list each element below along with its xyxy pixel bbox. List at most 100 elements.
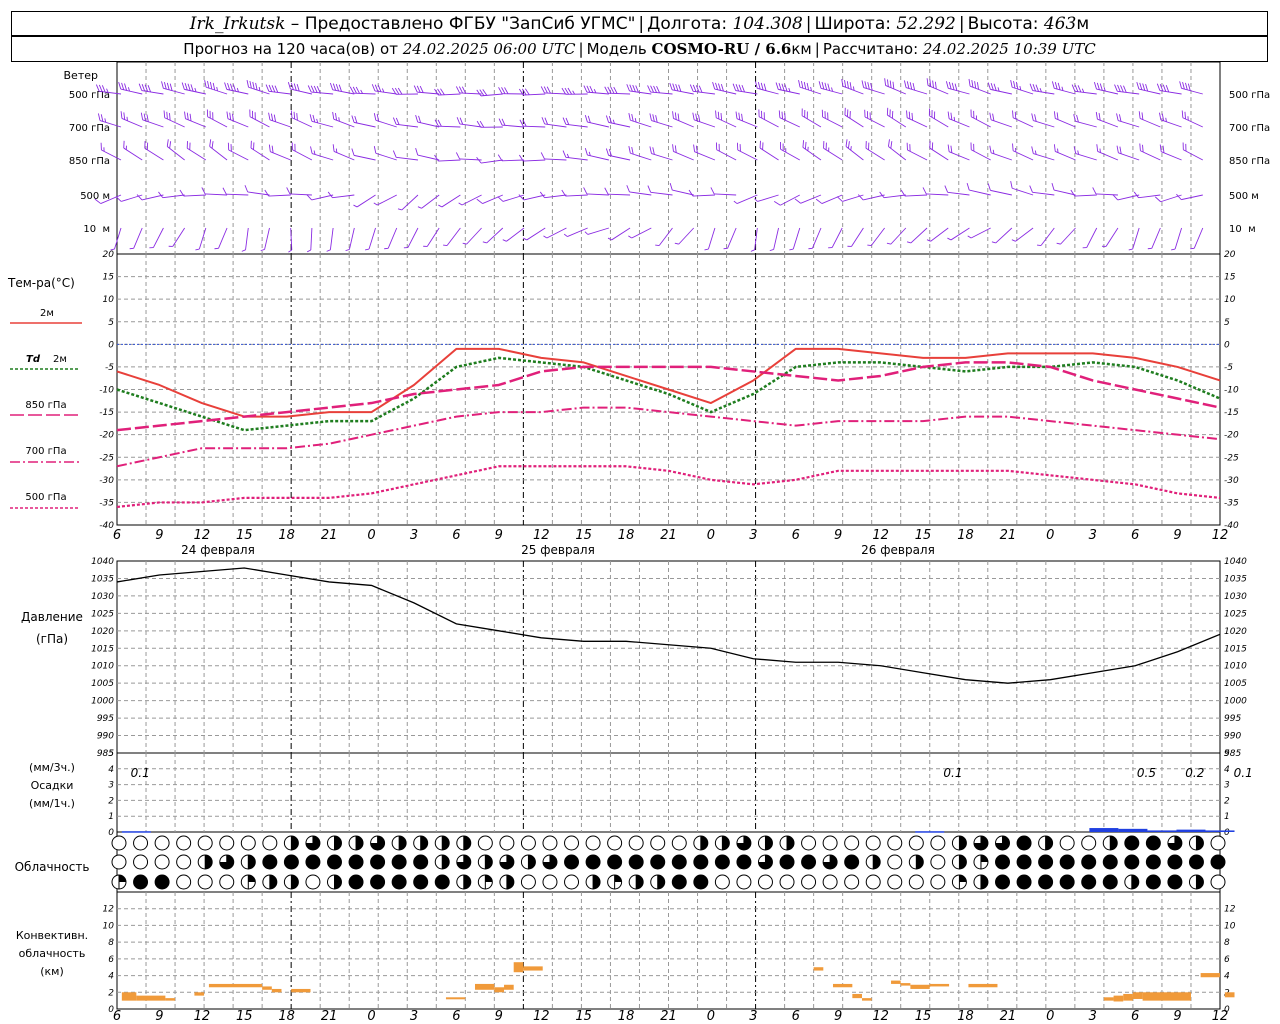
wind-barb	[244, 185, 270, 196]
cloud-symbol	[607, 854, 623, 870]
cloud-symbol-circle	[305, 874, 321, 890]
cloud-symbol-circle	[628, 854, 644, 870]
wind-barb-staff	[586, 193, 609, 196]
wind-barb-feather	[669, 82, 673, 90]
cloud-symbol-fill	[1196, 836, 1204, 850]
conv-cloud-bar	[862, 998, 872, 1001]
wind-barb-feather	[626, 185, 630, 193]
wind-barb-feather	[715, 82, 719, 90]
wind-barb	[522, 227, 546, 241]
cloud-symbol-circle	[348, 874, 364, 890]
wind-barb-feather	[338, 84, 342, 92]
conv-x-tick-label: 12	[872, 1009, 889, 1024]
wind-barb-feather	[179, 189, 185, 197]
cloud-symbol	[111, 835, 127, 851]
wind-barb	[773, 194, 800, 206]
wind-barb-staff	[650, 91, 673, 95]
wind-barb-staff	[930, 227, 949, 242]
wind-barb-feather	[271, 85, 276, 93]
wind-barb-feather	[948, 81, 952, 90]
wind-barb	[922, 187, 949, 196]
wind-barb-feather	[1154, 196, 1161, 203]
wind-barb-feather	[926, 78, 929, 86]
wind-barb-feather	[224, 82, 228, 90]
wind-barb	[647, 85, 673, 95]
wind-barb-feather	[169, 83, 173, 91]
wind-barb	[519, 119, 546, 128]
wind-barb-feather	[1159, 112, 1162, 120]
cloud-symbol	[930, 854, 946, 870]
latitude-label: Широта:	[814, 14, 891, 34]
cloud-symbol-circle	[176, 854, 192, 870]
wind-barb	[476, 156, 503, 164]
cloud-symbol-circle	[930, 854, 946, 870]
wind-barb-staff	[990, 189, 1012, 196]
wind-barb-feather	[1012, 110, 1014, 118]
wind-barb	[163, 110, 185, 128]
wind-barb-staff	[523, 194, 546, 201]
wind-barb-staff	[823, 147, 843, 161]
wind-barb-feather	[584, 231, 589, 235]
cloud-symbol-fill	[248, 855, 256, 869]
cloud-symbol	[542, 854, 558, 870]
cloud-symbol	[1167, 835, 1183, 851]
wind-barb-feather	[376, 113, 380, 122]
wind-barb	[944, 185, 970, 196]
wind-barb-feather	[296, 113, 298, 121]
wind-barb-staff	[865, 147, 885, 161]
wind-barb-staff	[1118, 152, 1140, 161]
wind-barb-feather	[889, 80, 892, 88]
cloud-symbol-fill	[528, 855, 536, 869]
wind-barb-feather	[886, 242, 891, 245]
conv-x-tick-label: 18	[618, 1009, 635, 1024]
cloud-symbol-circle	[197, 874, 213, 890]
wind-barb-staff	[927, 85, 949, 95]
wind-barb-feather	[546, 86, 551, 94]
pressure-axis-unit: (гПа)	[36, 632, 68, 646]
wind-barb	[947, 111, 970, 128]
wind-barb	[754, 81, 779, 95]
wind-barb	[458, 194, 482, 206]
day-label: 26 февраля	[861, 543, 935, 557]
wind-barb-feather	[584, 148, 588, 156]
cloud-symbol	[1038, 835, 1054, 851]
wind-barb-feather	[437, 119, 442, 127]
wind-barb-staff	[1086, 227, 1098, 248]
legend-700-label: 700 гПа	[25, 446, 66, 457]
cloud-symbol	[779, 854, 795, 870]
wind-barb	[403, 227, 419, 249]
temp-tick-label-left: -5	[105, 363, 114, 373]
wind-barb-feather	[720, 113, 723, 121]
temp-axis-title: Тем-ра(°C)	[7, 276, 75, 290]
cloud-symbol	[714, 874, 730, 890]
pressure-tick-label-right: 1035	[1224, 574, 1247, 584]
wind-barb-staff	[1132, 227, 1140, 250]
cloud-symbol	[348, 835, 364, 851]
station-name: Irk_Irkutsk	[189, 14, 286, 34]
cloud-symbol	[370, 835, 386, 851]
wind-barb-staff	[209, 146, 228, 161]
wind-barb-feather	[1139, 82, 1143, 90]
wind-barb-feather	[628, 113, 631, 121]
wind-barb-feather	[118, 82, 122, 90]
wind-barb-feather	[566, 153, 570, 158]
wind-barb-feather	[738, 112, 741, 120]
wind-barb-staff	[1097, 151, 1119, 161]
wind-barb	[129, 227, 143, 250]
temp-tick-label-left: -40	[99, 521, 114, 531]
wind-barb-staff	[164, 117, 185, 128]
temp-x-tick-label: 3	[1089, 528, 1097, 543]
cloud-symbol-circle	[154, 874, 170, 890]
wind-barb	[250, 140, 270, 161]
cloud-symbol	[1145, 835, 1161, 851]
cloud-symbol-circle	[887, 835, 903, 851]
wind-barb-feather	[1136, 82, 1140, 90]
wind-barb-staff	[333, 118, 355, 128]
wind-barb-feather	[750, 249, 755, 252]
wind-barb-feather	[583, 85, 588, 93]
wind-barb-feather	[607, 86, 612, 94]
wind-barb-staff	[333, 151, 355, 161]
cloud-symbol-fill	[119, 875, 126, 882]
wind-barb	[847, 227, 864, 247]
cloud-symbol-circle	[176, 874, 192, 890]
